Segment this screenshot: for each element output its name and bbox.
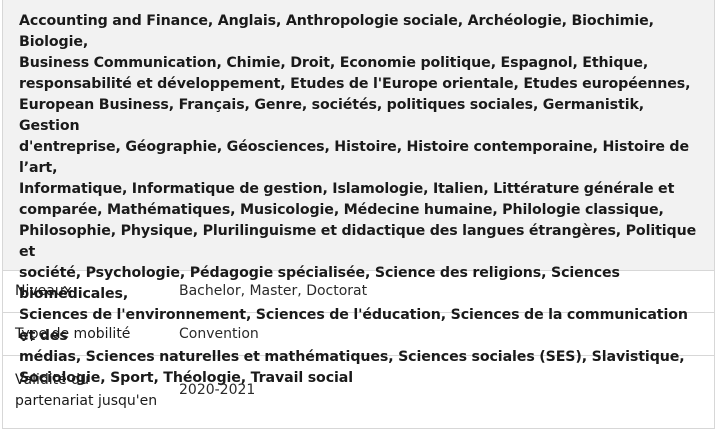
mobility-type-label: Type de mobilité — [15, 325, 131, 342]
levels-row: Niveaux Bachelor, Master, Doctorat — [3, 271, 714, 313]
levels-label: Niveaux — [15, 283, 72, 299]
mobility-type-row: Type de mobilité Convention — [3, 313, 714, 356]
subjects-row: Accounting and Finance, Anglais, Anthrop… — [3, 0, 714, 386]
validity-row: Validité du partenariat jusqu'en 2020-20… — [3, 356, 714, 425]
mobility-type-value: Convention — [179, 325, 259, 342]
validity-value: 2020-2021 — [179, 382, 256, 398]
subjects-list: Accounting and Finance, Anglais, Anthrop… — [19, 13, 697, 386]
levels-value: Bachelor, Master, Doctorat — [179, 283, 368, 299]
validity-label: Validité du partenariat jusqu'en — [15, 371, 158, 409]
